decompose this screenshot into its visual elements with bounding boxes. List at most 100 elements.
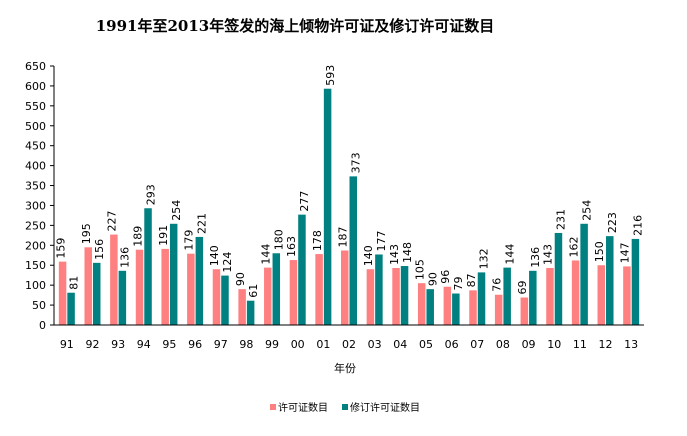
data-label: 373 (350, 152, 363, 173)
data-label: 105 (413, 259, 426, 280)
x-tick-label: 98 (239, 338, 253, 351)
chart-title: 1991年至2013年签发的海上倾物许可证及修订许可证数目 (96, 17, 495, 35)
x-tick-label: 95 (162, 338, 176, 351)
bar-revised-00 (298, 214, 306, 325)
legend-label: 许可证数目 (278, 401, 328, 414)
x-tick-label: 05 (419, 338, 433, 351)
bar-permits-98 (238, 289, 246, 325)
bar-permits-91 (58, 261, 67, 325)
x-tick-label: 93 (111, 338, 125, 351)
bar-permits-97 (212, 269, 221, 325)
bar-revised-93 (118, 270, 127, 325)
y-tick-label: 600 (25, 80, 46, 93)
data-label: 90 (234, 272, 247, 286)
y-tick-label: 100 (25, 279, 46, 292)
data-label: 293 (144, 184, 157, 205)
data-label: 136 (529, 247, 542, 268)
x-tick-label: 10 (547, 338, 561, 351)
x-tick-label: 13 (624, 338, 638, 351)
data-label: 159 (54, 238, 67, 259)
x-tick-label: 03 (368, 338, 382, 351)
legend: 许可证数目 修订许可证数目 (270, 401, 420, 414)
data-label: 144 (260, 244, 273, 265)
data-label: 187 (337, 226, 350, 247)
data-label: 216 (632, 215, 645, 236)
data-label: 96 (439, 270, 452, 284)
bar-permits-04 (392, 268, 400, 325)
bar-revised-09 (529, 270, 537, 325)
y-tick-label: 200 (25, 239, 46, 252)
bar-revised-99 (272, 253, 281, 325)
x-tick-label: 11 (573, 338, 587, 351)
data-label: 156 (93, 239, 106, 260)
y-tick-label: 450 (25, 140, 46, 153)
data-label: 90 (426, 272, 439, 286)
data-label: 132 (478, 248, 491, 269)
data-label: 136 (119, 247, 132, 268)
data-label: 178 (311, 230, 324, 251)
y-tick-label: 400 (25, 160, 46, 173)
bar-revised-11 (580, 223, 588, 325)
data-label: 231 (555, 209, 568, 230)
bar-revised-91 (67, 292, 75, 325)
bar-permits-03 (366, 269, 375, 325)
data-label: 148 (401, 242, 414, 263)
x-tick-label: 92 (85, 338, 99, 351)
bar-permits-01 (315, 254, 323, 325)
bar-permits-10 (546, 268, 554, 325)
bar-revised-04 (400, 266, 409, 325)
x-tick-label: 00 (291, 338, 305, 351)
bar-revised-97 (221, 275, 229, 325)
y-tick-label: 550 (25, 100, 46, 113)
data-label: 177 (375, 230, 388, 251)
data-label: 221 (196, 213, 209, 234)
x-tick-label: 96 (188, 338, 202, 351)
y-tick-label: 150 (25, 259, 46, 272)
x-tick-label: 04 (393, 338, 407, 351)
y-tick-label: 500 (25, 120, 46, 133)
x-tick-label: 07 (470, 338, 484, 351)
bar-revised-12 (606, 236, 614, 325)
bar-revised-07 (477, 272, 486, 325)
data-label: 76 (490, 278, 503, 292)
data-label: 180 (273, 229, 286, 250)
bar-permits-13 (623, 266, 631, 325)
data-label: 61 (247, 284, 260, 298)
data-label: 124 (221, 252, 234, 273)
data-label: 195 (80, 223, 93, 244)
y-axis: 0 50 100 150 200 250 300 350 400 450 500 550 600 650 (25, 60, 55, 332)
bar-revised-01 (323, 88, 332, 325)
x-axis-label: 年份 (334, 361, 356, 375)
data-label: 143 (388, 244, 401, 265)
data-label: 87 (465, 273, 478, 287)
bar-revised-95 (169, 223, 178, 325)
bar-revised-13 (631, 238, 640, 325)
bar-revised-05 (426, 289, 434, 325)
bar-permits-95 (161, 248, 169, 325)
bar-permits-94 (135, 249, 144, 325)
bar-permits-05 (417, 283, 426, 325)
data-label: 223 (606, 212, 619, 233)
bar-revised-94 (144, 208, 152, 325)
bar-permits-99 (264, 267, 272, 325)
bar-revised-96 (195, 236, 204, 325)
data-label: 254 (170, 200, 183, 221)
data-label: 227 (106, 211, 119, 232)
bar-permits-12 (597, 265, 606, 325)
legend-label: 修订许可证数目 (350, 401, 420, 414)
data-label: 162 (567, 236, 580, 257)
bar-permits-11 (571, 260, 580, 325)
bar-revised-08 (503, 267, 511, 325)
data-label: 143 (542, 244, 555, 265)
x-tick-label: 91 (60, 338, 74, 351)
bar-revised-06 (452, 293, 460, 325)
bar-permits-02 (341, 250, 349, 325)
data-label: 140 (208, 245, 221, 266)
data-label: 191 (157, 225, 170, 246)
legend-swatch (342, 404, 348, 410)
data-label: 69 (516, 281, 529, 295)
bar-revised-02 (349, 176, 357, 325)
